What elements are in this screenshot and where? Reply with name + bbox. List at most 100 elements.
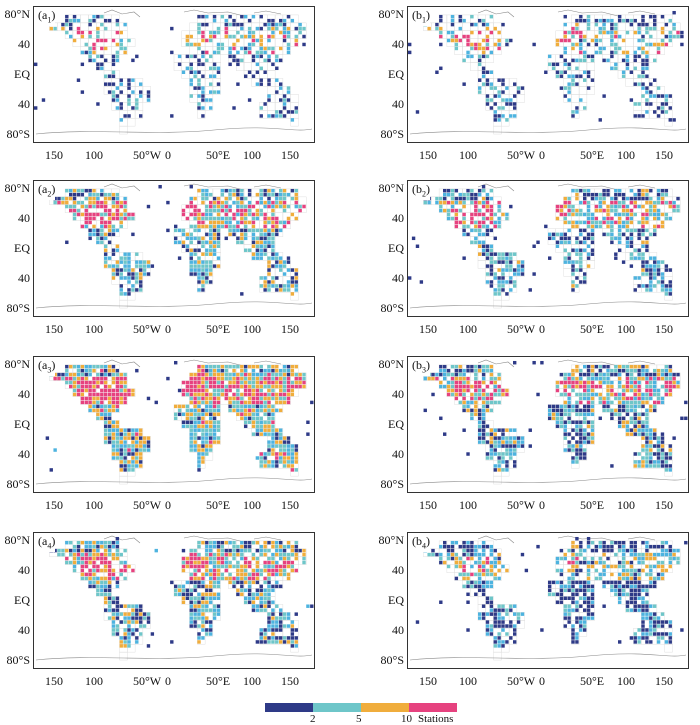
station-cell <box>271 436 274 439</box>
station-cell <box>595 197 598 200</box>
station-cell <box>287 268 290 271</box>
station-cell <box>236 373 239 376</box>
station-cell <box>131 432 134 435</box>
station-cell <box>602 377 605 380</box>
station-cell <box>279 284 282 287</box>
station-cell <box>182 561 185 564</box>
station-cell <box>248 565 251 568</box>
station-cell <box>669 365 672 368</box>
station-cell <box>637 464 640 467</box>
station-cell <box>263 288 266 291</box>
station-cell <box>470 229 473 232</box>
station-cell <box>217 409 220 412</box>
lon-tick-label: 150 <box>45 149 63 161</box>
station-cell <box>478 381 481 384</box>
station-cell <box>486 425 489 428</box>
station-cell <box>213 197 216 200</box>
station-cell <box>602 549 605 552</box>
station-cell <box>591 432 594 435</box>
station-cell <box>634 417 637 420</box>
station-cell <box>579 221 582 224</box>
station-cell <box>676 373 679 376</box>
station-cell <box>252 221 255 224</box>
station-cell <box>123 389 126 392</box>
station-cell <box>193 43 196 46</box>
station-cell <box>190 448 193 451</box>
station-cell <box>252 604 255 607</box>
station-cell <box>96 237 99 240</box>
station-cell <box>486 601 489 604</box>
station-cell <box>599 118 602 121</box>
station-cell <box>96 405 99 408</box>
station-cell <box>630 385 633 388</box>
station-cell <box>497 217 500 220</box>
station-cell <box>209 201 212 204</box>
station-cell <box>248 389 251 392</box>
station-cell <box>486 94 489 97</box>
station-cell <box>120 288 123 291</box>
station-cell <box>92 401 95 404</box>
station-cell <box>123 201 126 204</box>
station-cell <box>252 252 255 255</box>
station-cell <box>583 452 586 455</box>
station-cell <box>127 452 130 455</box>
station-cell <box>486 225 489 228</box>
station-cell <box>116 389 119 392</box>
station-cell <box>197 608 200 611</box>
station-cell <box>57 549 60 552</box>
station-cell <box>634 608 637 611</box>
station-cell <box>532 272 535 275</box>
station-cell <box>201 284 204 287</box>
station-cell <box>201 452 204 455</box>
station-cell <box>260 256 263 259</box>
station-cell <box>65 241 68 244</box>
station-cell <box>193 217 196 220</box>
station-cell <box>459 369 462 372</box>
station-cell <box>73 209 76 212</box>
station-cell <box>645 440 648 443</box>
station-cell <box>244 413 247 416</box>
station-cell <box>583 428 586 431</box>
station-cell <box>630 553 633 556</box>
station-cell <box>131 632 134 635</box>
station-cell <box>649 284 652 287</box>
station-cell <box>649 448 652 451</box>
station-cell <box>634 19 637 22</box>
station-cell <box>665 35 668 38</box>
station-cell <box>271 241 274 244</box>
station-cell <box>205 241 208 244</box>
station-cell <box>575 221 578 224</box>
station-cell <box>221 365 224 368</box>
station-cell <box>653 59 656 62</box>
station-cell <box>85 205 88 208</box>
station-cell <box>575 448 578 451</box>
station-cell <box>96 15 99 18</box>
station-cell <box>283 114 286 117</box>
station-cell <box>672 381 675 384</box>
station-cell <box>587 565 590 568</box>
station-cell <box>275 604 278 607</box>
station-cell <box>626 369 629 372</box>
station-cell <box>275 640 278 643</box>
station-cell <box>571 589 574 592</box>
station-cell <box>260 197 263 200</box>
station-cell <box>408 43 411 46</box>
station-cell <box>622 260 625 263</box>
station-cell <box>649 577 652 580</box>
station-cell <box>560 421 563 424</box>
station-cell <box>610 197 613 200</box>
station-cell <box>634 381 637 384</box>
station-cell <box>260 39 263 42</box>
station-cell <box>256 55 259 58</box>
station-cell <box>104 585 107 588</box>
station-cell <box>291 213 294 216</box>
station-cell <box>263 47 266 50</box>
station-cell <box>634 201 637 204</box>
station-cell <box>283 35 286 38</box>
station-cell <box>653 436 656 439</box>
station-cell <box>174 237 177 240</box>
station-cell <box>641 71 644 74</box>
station-cell <box>645 389 648 392</box>
station-cell <box>645 365 648 368</box>
station-cell <box>232 225 235 228</box>
